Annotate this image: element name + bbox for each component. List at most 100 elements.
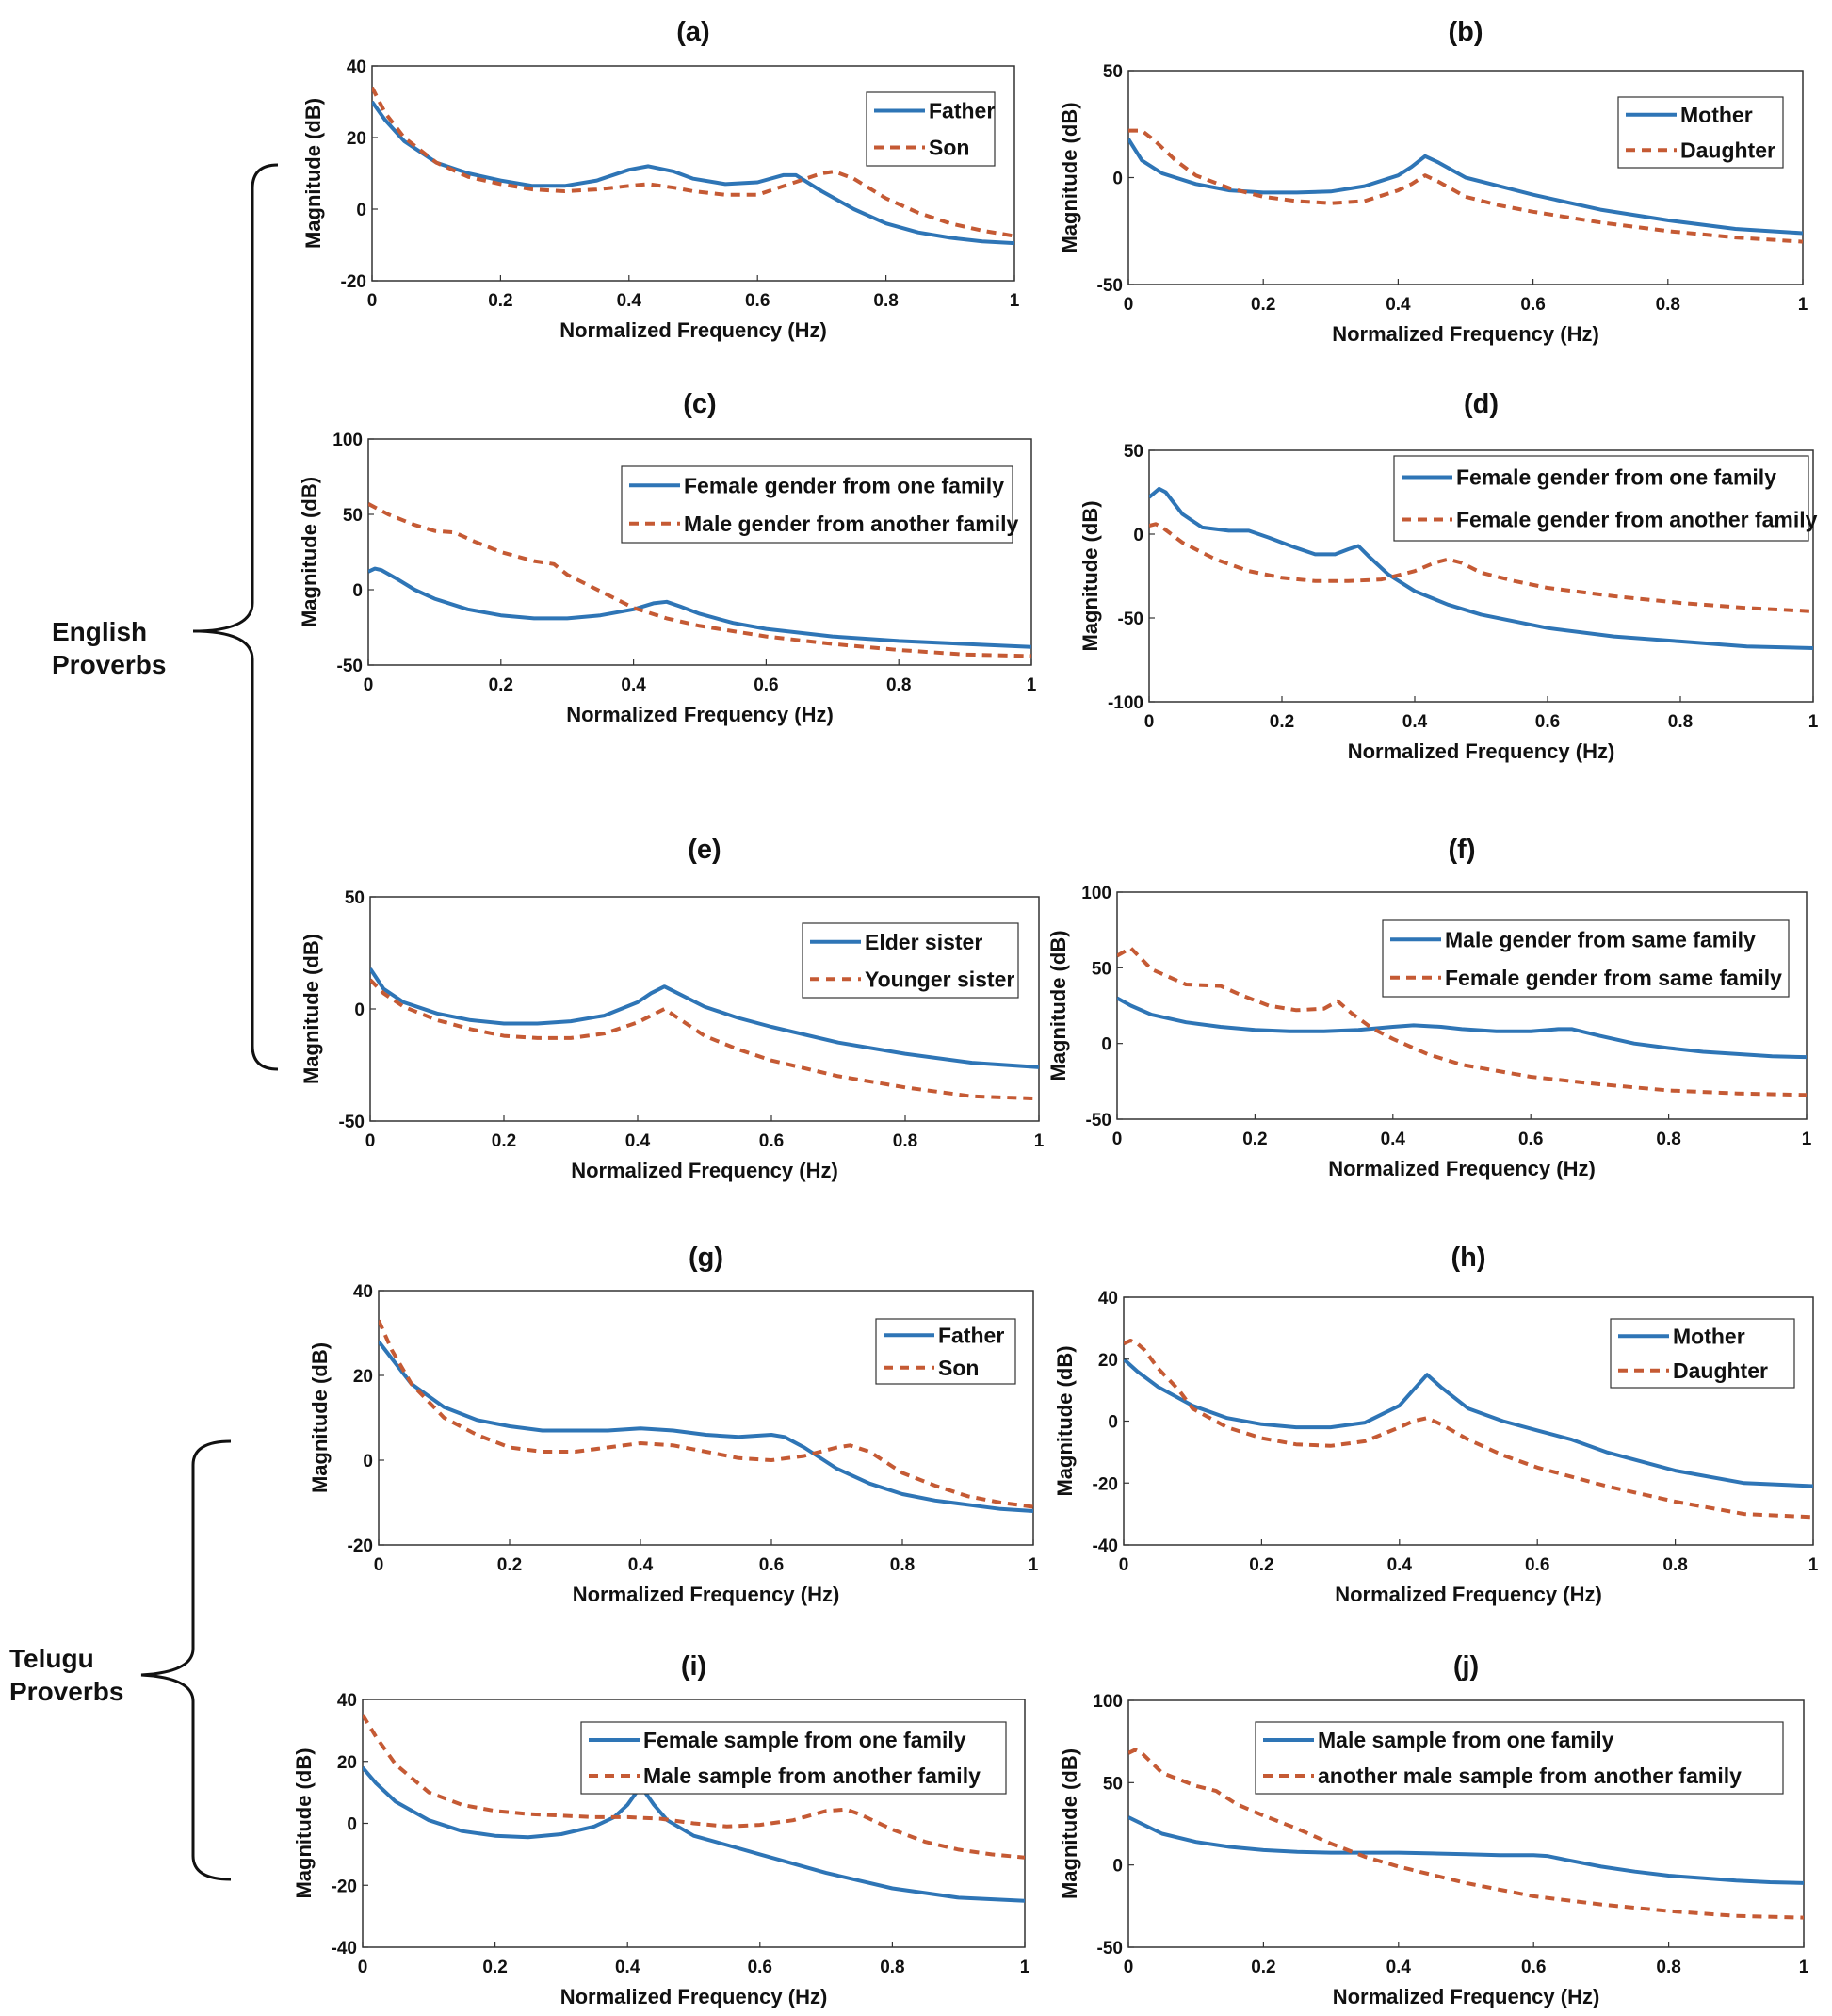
legend-d: Female gender from one family Female gend… bbox=[1393, 455, 1818, 542]
ytick-label-i-4: 40 bbox=[337, 1691, 357, 1711]
series-line-e-1 bbox=[370, 978, 1039, 1101]
telugu-proverbs-brace: Telugu Proverbs bbox=[9, 1439, 232, 1881]
legend-j: Male sample from one family another male … bbox=[1255, 1721, 1784, 1795]
xtick-label-j-2: 0.4 bbox=[1386, 1958, 1412, 1977]
legend-label-c-0: Female gender from one family bbox=[684, 473, 1004, 497]
legend-box-d bbox=[1393, 455, 1809, 542]
telugu-brace-shape bbox=[140, 1439, 232, 1881]
xtick-label-j-5: 1 bbox=[1799, 1958, 1809, 1977]
series-line-h-1 bbox=[1124, 1339, 1813, 1520]
xtick-label-b-1: 0.2 bbox=[1251, 295, 1275, 315]
legend-i: Female sample from one family Male sample… bbox=[580, 1721, 1007, 1795]
xtick-label-d-2: 0.4 bbox=[1402, 712, 1428, 732]
ytick-label-h-2: 0 bbox=[1108, 1413, 1118, 1433]
ytick-label-f-1: 0 bbox=[1101, 1035, 1111, 1055]
ylabel-i: Magnitude (dB) bbox=[292, 1748, 316, 1898]
legend-label-e-0: Elder sister bbox=[865, 930, 982, 954]
legend-e: Elder sister Younger sister bbox=[802, 922, 1019, 999]
ytick-label-i-0: -40 bbox=[332, 1939, 357, 1959]
xlabel-j: Normalized Frequency (Hz) bbox=[1333, 1985, 1600, 2008]
xtick-label-j-0: 0 bbox=[1124, 1958, 1134, 1977]
ytick-label-e-1: 0 bbox=[354, 1000, 365, 1020]
xtick-label-d-1: 0.2 bbox=[1270, 712, 1294, 732]
xtick-label-a-2: 0.4 bbox=[617, 291, 642, 311]
xtick-label-d-0: 0 bbox=[1144, 712, 1155, 732]
ytick-label-j-0: -50 bbox=[1097, 1939, 1123, 1959]
legend-f: Male gender from same family Female gende… bbox=[1382, 919, 1790, 998]
xtick-label-i-1: 0.2 bbox=[482, 1958, 507, 1977]
english-proverbs-brace: English Proverbs bbox=[52, 163, 279, 1071]
legend-box-c bbox=[621, 465, 1013, 544]
legend-b: Mother Daughter bbox=[1617, 96, 1784, 169]
xlabel-c: Normalized Frequency (Hz) bbox=[566, 703, 834, 726]
series-line-f-0 bbox=[1117, 996, 1807, 1060]
series-line-i-1 bbox=[363, 1714, 1025, 1860]
xtick-label-j-1: 0.2 bbox=[1251, 1958, 1275, 1977]
xtick-label-a-3: 0.6 bbox=[745, 291, 770, 311]
series-line-h-0 bbox=[1124, 1358, 1813, 1488]
legend-box-i bbox=[580, 1721, 1007, 1795]
ytick-label-b-0: -50 bbox=[1097, 276, 1123, 296]
english-label-line2: Proverbs bbox=[52, 650, 166, 679]
xtick-label-j-3: 0.6 bbox=[1521, 1958, 1546, 1977]
ylabel-d: Magnitude (dB) bbox=[1078, 500, 1102, 651]
xtick-label-e-3: 0.6 bbox=[759, 1131, 784, 1151]
legend-label-j-0: Male sample from one family bbox=[1318, 1728, 1614, 1752]
xtick-label-c-5: 1 bbox=[1027, 675, 1037, 695]
legend-a: Father Son bbox=[866, 91, 996, 167]
xtick-label-c-3: 0.6 bbox=[754, 675, 778, 695]
xtick-label-b-4: 0.8 bbox=[1656, 295, 1680, 315]
ytick-label-d-0: -100 bbox=[1108, 693, 1143, 713]
legend-label-b-0: Mother bbox=[1680, 103, 1753, 127]
legend-box-b bbox=[1617, 96, 1784, 169]
series-line-e-0 bbox=[370, 967, 1039, 1069]
ytick-label-a-0: -20 bbox=[341, 272, 366, 292]
xtick-label-b-5: 1 bbox=[1798, 295, 1808, 315]
ytick-label-c-2: 50 bbox=[343, 506, 363, 526]
ytick-label-g-3: 40 bbox=[353, 1282, 373, 1302]
xtick-label-h-5: 1 bbox=[1808, 1555, 1819, 1575]
ytick-label-c-0: -50 bbox=[337, 657, 363, 676]
xtick-label-c-1: 0.2 bbox=[489, 675, 513, 695]
ylabel-f: Magnitude (dB) bbox=[1046, 930, 1070, 1081]
xtick-label-b-3: 0.6 bbox=[1520, 295, 1545, 315]
chart-panel-d: (d) -100 -50 0 50 0 0.2 0.4 0.6 0.8 1 Normalized Fr… bbox=[1078, 389, 1819, 763]
xtick-label-d-3: 0.6 bbox=[1535, 712, 1560, 732]
panel-title-a: (a) bbox=[676, 17, 709, 47]
xtick-label-i-4: 0.8 bbox=[880, 1958, 904, 1977]
xtick-label-d-5: 1 bbox=[1808, 712, 1819, 732]
xtick-label-i-0: 0 bbox=[358, 1958, 368, 1977]
xtick-label-a-4: 0.8 bbox=[873, 291, 898, 311]
xlabel-e: Normalized Frequency (Hz) bbox=[571, 1159, 838, 1182]
panel-title-c: (c) bbox=[683, 389, 716, 419]
ytick-label-d-2: 0 bbox=[1133, 526, 1143, 545]
xlabel-g: Normalized Frequency (Hz) bbox=[573, 1583, 840, 1606]
series-line-j-0 bbox=[1128, 1815, 1804, 1885]
xtick-label-e-0: 0 bbox=[365, 1131, 376, 1151]
series-line-a-1 bbox=[372, 86, 1014, 238]
xtick-label-c-4: 0.8 bbox=[886, 675, 911, 695]
ytick-label-g-0: -20 bbox=[348, 1536, 373, 1556]
xtick-label-i-5: 1 bbox=[1020, 1958, 1030, 1977]
series-line-g-0 bbox=[379, 1340, 1033, 1513]
legend-label-d-0: Female gender from one family bbox=[1456, 465, 1776, 490]
xtick-label-i-3: 0.6 bbox=[748, 1958, 772, 1977]
series-line-f-1 bbox=[1117, 946, 1807, 1097]
xlabel-d: Normalized Frequency (Hz) bbox=[1348, 740, 1615, 763]
chart-panel-i: (i) -40 -20 0 20 40 0 0.2 0.4 0.6 0.8 1 Normalized F… bbox=[292, 1651, 1030, 2008]
ytick-label-b-1: 0 bbox=[1112, 170, 1123, 189]
ytick-label-i-1: -20 bbox=[332, 1877, 357, 1896]
xtick-label-e-1: 0.2 bbox=[492, 1131, 516, 1151]
xtick-label-f-4: 0.8 bbox=[1656, 1130, 1680, 1149]
ytick-label-a-1: 0 bbox=[356, 201, 366, 220]
ytick-label-e-2: 50 bbox=[345, 888, 365, 908]
xtick-label-d-4: 0.8 bbox=[1668, 712, 1693, 732]
series-line-i-0 bbox=[363, 1766, 1025, 1903]
ylabel-c: Magnitude (dB) bbox=[298, 477, 321, 627]
xtick-label-a-1: 0.2 bbox=[488, 291, 512, 311]
ytick-label-b-2: 50 bbox=[1103, 62, 1123, 82]
